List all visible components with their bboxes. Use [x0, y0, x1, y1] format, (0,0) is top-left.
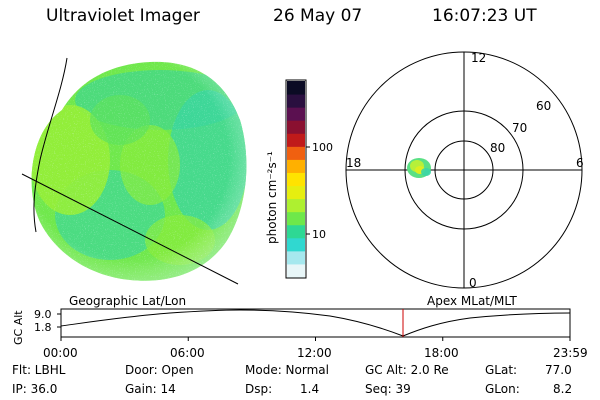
mlt-label-0: 0 [469, 276, 477, 290]
date-label: 26 May 07 [273, 6, 363, 26]
filter-readout: Flt: LBHL [12, 363, 66, 377]
colorbar-segment [287, 120, 305, 134]
seq-readout: Seq: 39 [365, 382, 411, 396]
mlat-label-70: 70 [512, 121, 527, 135]
colorbar-segment [287, 237, 305, 252]
colorbar-segment [287, 94, 305, 108]
colorbar-segment [287, 211, 305, 226]
colorbar-segment [287, 133, 305, 147]
alt-xtick-2359: 23:59 [553, 346, 588, 360]
mlat-label-60: 60 [536, 99, 551, 113]
door-readout: Door: Open [125, 363, 194, 377]
colorbar-segment [287, 185, 305, 200]
earth-disk-image [21, 57, 247, 285]
glon-value: 8.2 [553, 382, 573, 396]
geo-latitude-line [21, 173, 239, 285]
geographic-caption: Geographic Lat/Lon [69, 294, 186, 308]
mlt-label-18: 18 [346, 156, 361, 170]
dsp-label: Dsp: [245, 382, 273, 396]
alt-xtick-0000: 00:00 [43, 346, 78, 360]
gc-alt-readout: GC Alt: 2.0 Re [365, 363, 449, 377]
mlt-label-6: 6 [576, 156, 584, 170]
colorbar: 100 10 photon cm⁻²s⁻¹ [265, 79, 333, 279]
alt-ytick-1-8: 1.8 [34, 321, 52, 334]
glat-label: GLat: [485, 363, 518, 377]
alt-xtick-1200: 12:00 [297, 346, 332, 360]
auroral-spot [407, 158, 431, 178]
apex-caption: Apex MLat/MLT [427, 294, 517, 308]
glon-label: GLon: [485, 382, 520, 396]
colorbar-segment [287, 250, 305, 265]
colorbar-segment [287, 159, 305, 173]
alt-ytick-9: 9.0 [34, 308, 52, 321]
glat-value: 77.0 [545, 363, 572, 377]
altitude-curve [61, 309, 570, 337]
colorbar-tick-10: 10 [312, 228, 326, 241]
altitude-plot: 9.0 1.8 GC Alt 00:00 06:00 12:00 18:00 2… [12, 308, 588, 360]
time-label: 16:07:23 UT [432, 6, 537, 26]
colorbar-segment [287, 146, 305, 160]
colorbar-segment [287, 224, 305, 239]
geo-longitude-line [33, 57, 68, 233]
colorbar-segment [287, 263, 305, 278]
mlt-label-12: 12 [471, 51, 486, 65]
alt-ylabel: GC Alt [12, 310, 25, 345]
colorbar-segment [287, 198, 305, 213]
colorbar-tick-100: 100 [312, 141, 333, 154]
colorbar-unit-label: photon cm⁻²s⁻¹ [265, 151, 279, 244]
polar-plot: 12 18 6 0 60 70 80 [345, 51, 584, 290]
alt-xtick-1800: 18:00 [424, 346, 459, 360]
instrument-title: Ultraviolet Imager [46, 6, 200, 26]
mlat-label-80: 80 [490, 141, 505, 155]
dsp-value: 1.4 [300, 382, 320, 396]
mode-readout: Mode: Normal [245, 363, 329, 377]
colorbar-segment [287, 81, 305, 95]
colorbar-segment [287, 107, 305, 121]
ip-readout: IP: 36.0 [12, 382, 58, 396]
gain-readout: Gain: 14 [125, 382, 176, 396]
colorbar-segment [287, 172, 305, 187]
alt-xtick-0600: 06:00 [170, 346, 205, 360]
